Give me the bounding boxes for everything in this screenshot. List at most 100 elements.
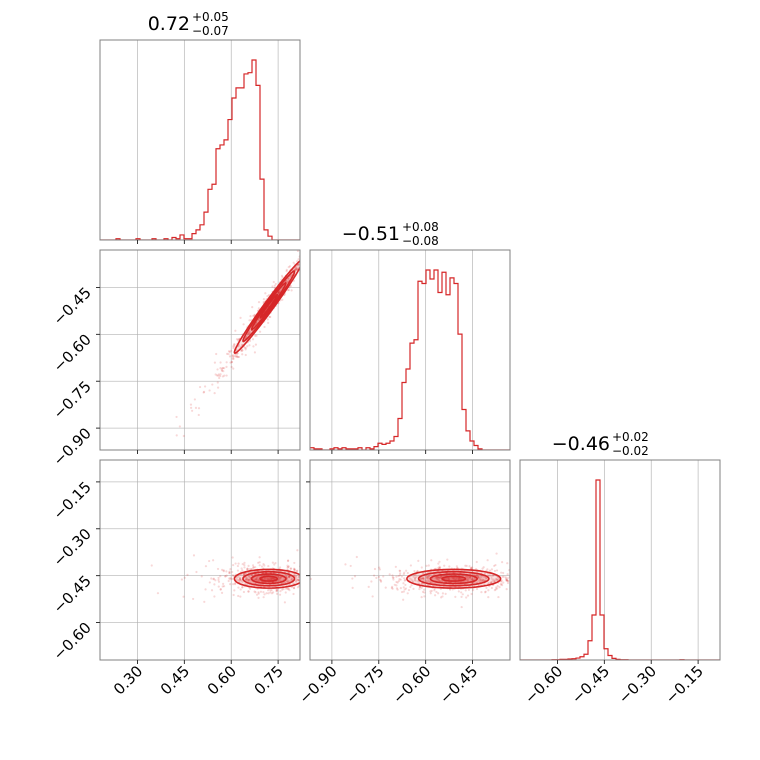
scatter-point (241, 353, 244, 356)
scatter-point (416, 569, 419, 573)
scatter-point (277, 577, 281, 581)
scatter-point (266, 577, 269, 581)
scatter-point (237, 575, 240, 578)
scatter-point (241, 585, 244, 589)
scatter-point (232, 345, 235, 348)
scatter-point (241, 586, 244, 589)
scatter-point (439, 576, 442, 579)
scatter-point (273, 563, 276, 566)
scatter-point (255, 321, 258, 324)
scatter-point (245, 578, 248, 581)
scatter-point (235, 576, 238, 579)
scatter-point (457, 577, 460, 580)
scatter-point (228, 571, 231, 574)
scatter-point (246, 578, 249, 581)
scatter-point (333, 226, 335, 228)
scatter-point (417, 559, 420, 562)
scatter-point (437, 575, 440, 579)
scatter-point (243, 566, 246, 569)
scatter-point (333, 201, 335, 203)
scatter-point (293, 561, 296, 565)
scatter-point (224, 575, 227, 578)
scatter-point (303, 249, 305, 251)
scatter-point (301, 571, 303, 573)
scatter-point (229, 568, 232, 571)
scatter-point (235, 354, 238, 358)
scatter-point (286, 580, 289, 584)
scatter-point (318, 240, 320, 242)
scatter-point (220, 369, 224, 372)
scatter-point (304, 256, 306, 258)
scatter-point (481, 575, 485, 578)
scatter-point (219, 374, 222, 378)
x-tick-label: −0.45 (436, 662, 481, 707)
scatter-point (251, 564, 255, 567)
scatter-point (266, 577, 269, 580)
scatter-point (297, 576, 300, 579)
panel-background (310, 460, 510, 660)
scatter-point (452, 577, 456, 580)
scatter-point (481, 578, 484, 581)
scatter-point (515, 582, 517, 584)
scatter-point (223, 374, 226, 377)
scatter-point (420, 566, 423, 569)
scatter-point (156, 592, 160, 595)
scatter-point (477, 579, 480, 582)
scatter-point (189, 403, 193, 406)
histogram-panel-2: −0.60 −0.45 −0.30 −0.15 (519, 459, 721, 707)
scatter-point (476, 574, 479, 577)
scatter-point (493, 564, 496, 568)
x-tick-label: 0.60 (204, 662, 240, 698)
scatter-point (426, 577, 429, 580)
scatter-point (237, 338, 240, 341)
scatter-point (279, 590, 282, 593)
scatter-point (212, 559, 215, 562)
scatter-point (258, 575, 261, 578)
scatter-point (411, 580, 415, 583)
scatter-point (496, 578, 499, 581)
scatter-point (260, 565, 264, 568)
scatter-point (493, 589, 497, 592)
scatter-point (470, 566, 473, 569)
scatter-point (494, 579, 497, 582)
scatter-point (251, 574, 254, 577)
scatter-point (493, 569, 497, 573)
scatter-point (214, 373, 217, 376)
scatter-point (244, 353, 247, 357)
scatter-point (438, 579, 441, 583)
scatter-point (251, 306, 254, 309)
scatter-point (192, 554, 196, 557)
scatter-point (483, 572, 487, 575)
scatter-point (295, 576, 298, 579)
scatter-point (258, 579, 261, 582)
scatter-point (255, 577, 258, 581)
scatter-point (257, 592, 260, 595)
scatter-point (427, 564, 430, 567)
scatter-point (293, 568, 296, 571)
scatter-point (307, 585, 309, 587)
scatter-point (491, 579, 494, 582)
scatter-point (321, 237, 323, 239)
scatter-point (289, 567, 292, 570)
scatter-point (304, 564, 306, 566)
scatter-point (436, 576, 439, 579)
scatter-point (384, 586, 387, 589)
scatter-point (264, 292, 267, 295)
scatter-point (287, 565, 290, 568)
scatter-point (217, 373, 220, 376)
scatter-point (284, 587, 287, 590)
scatter-point (221, 585, 224, 588)
scatter-point (306, 261, 308, 263)
scatter-point (505, 579, 508, 582)
scatter-point (513, 583, 515, 585)
scatter-point (477, 575, 480, 578)
scatter-point (217, 374, 220, 377)
title-plus-error: +0.02 (612, 430, 649, 444)
scatter-point (300, 571, 302, 573)
scatter-point (247, 578, 251, 581)
scatter-point (516, 577, 518, 579)
y-tick-label: −0.30 (50, 525, 95, 570)
scatter-point (351, 577, 354, 580)
scatter-point (423, 595, 426, 598)
scatter-point (427, 580, 430, 583)
